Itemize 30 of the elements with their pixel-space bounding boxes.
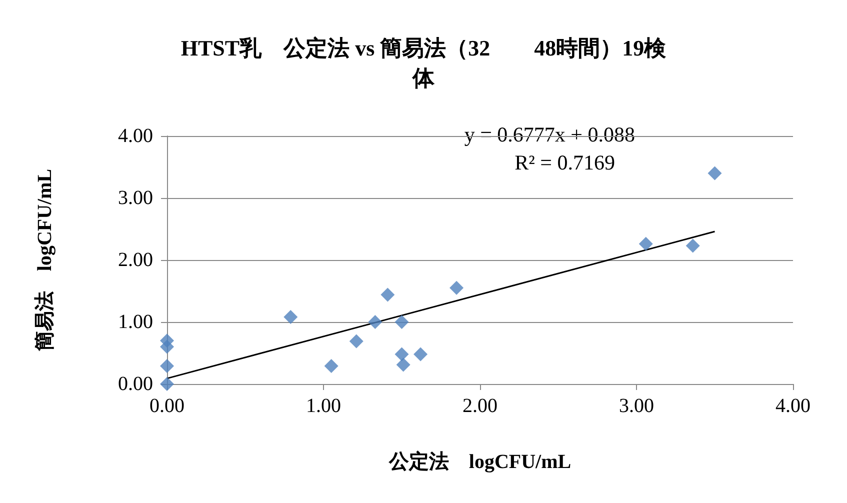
- point: [708, 166, 722, 180]
- x-tick-label: 0.00: [150, 395, 184, 417]
- point: [160, 359, 174, 374]
- y-tick-label: 1.00: [118, 311, 153, 333]
- point: [284, 310, 298, 324]
- point: [380, 288, 395, 302]
- x-tick-label: 2.00: [462, 395, 498, 417]
- y-tick-label: 0.00: [118, 373, 153, 395]
- point: [324, 359, 338, 374]
- chart-title: HTST乳 公定法 vs 簡易法（32 48時間）19検体: [180, 36, 668, 90]
- point: [349, 334, 364, 348]
- point: [160, 334, 174, 348]
- y-tick-label: 4.00: [118, 125, 153, 147]
- y-tick-label: 2.00: [118, 249, 153, 271]
- point: [638, 236, 653, 251]
- x-tick-label: 3.00: [619, 395, 654, 417]
- point: [394, 347, 409, 362]
- point: [394, 315, 409, 329]
- x-axis-title: 公定法 logCFU/mL: [388, 450, 572, 473]
- x-tick-label: 1.00: [306, 395, 341, 417]
- point: [396, 358, 410, 372]
- x-tick-label: 4.00: [776, 395, 810, 417]
- point: [686, 238, 700, 253]
- point: [450, 280, 464, 295]
- y-axis-title: 簡易法 logCFU/mL: [34, 168, 56, 352]
- point: [414, 347, 428, 362]
- y-tick-label: 3.00: [118, 187, 153, 209]
- annotation: R² = 0.7169: [514, 150, 616, 174]
- point: [368, 315, 382, 329]
- point: [160, 377, 174, 391]
